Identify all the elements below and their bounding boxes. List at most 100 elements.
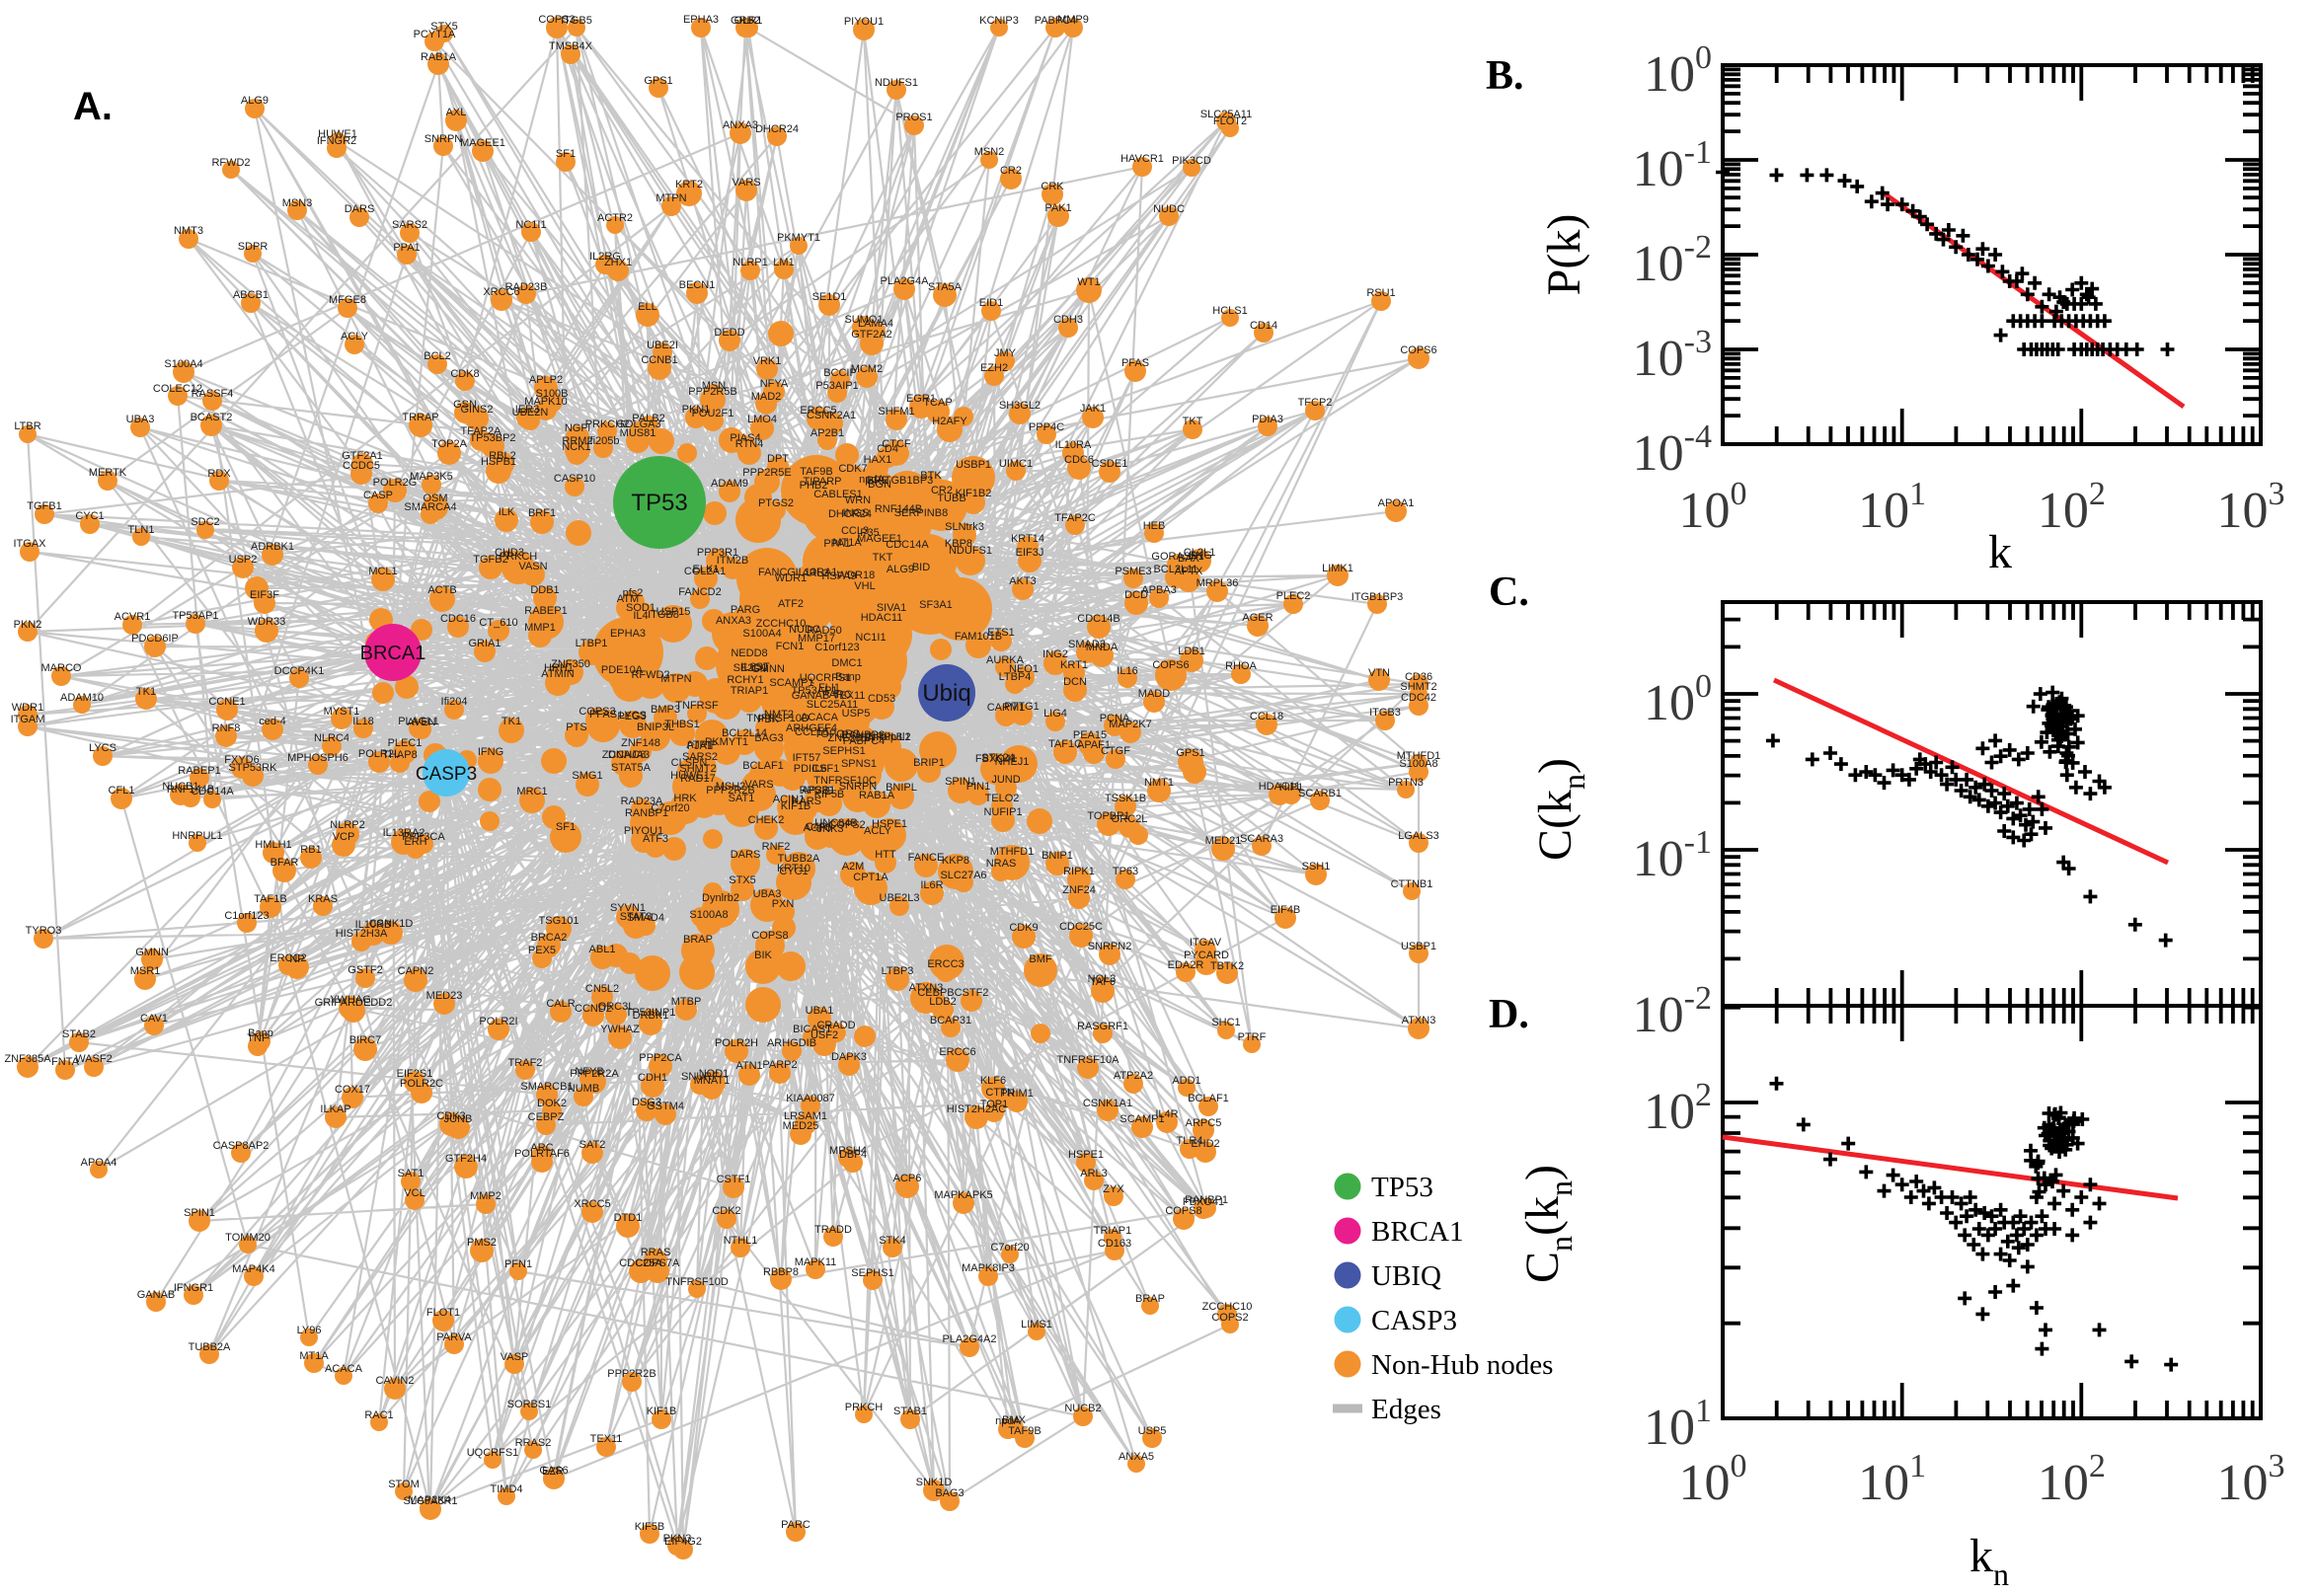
svg-text:NTHL1: NTHL1 [724, 1235, 758, 1247]
svg-text:CABLES1: CABLES1 [813, 489, 863, 500]
svg-text:ADD1: ADD1 [1172, 1075, 1200, 1087]
svg-text:SPIN1: SPIN1 [945, 776, 976, 788]
svg-text:TFCP2: TFCP2 [1298, 397, 1333, 409]
svg-text:LTBR: LTBR [14, 420, 40, 432]
svg-text:NUFIP1: NUFIP1 [983, 806, 1022, 818]
svg-text:ERCC2: ERCC2 [270, 952, 306, 964]
svg-text:FBXO41: FBXO41 [975, 753, 1017, 765]
svg-text:ITGB1BP3: ITGB1BP3 [882, 475, 934, 487]
svg-text:SCARB1: SCARB1 [1298, 788, 1342, 799]
svg-text:TNFRSF: TNFRSF [675, 700, 719, 712]
svg-text:CCL3: CCL3 [841, 525, 869, 537]
svg-text:HDAC11: HDAC11 [861, 612, 903, 624]
svg-text:UNC84B: UNC84B [814, 817, 857, 829]
svg-text:PRKCH: PRKCH [845, 1402, 884, 1413]
svg-text:IER3: IER3 [515, 404, 539, 416]
svg-text:ACIN1: ACIN1 [773, 794, 805, 805]
svg-text:PRIM1: PRIM1 [1000, 1088, 1034, 1100]
svg-text:GTF2H4: GTF2H4 [445, 1153, 487, 1165]
svg-text:RAD23B: RAD23B [505, 281, 548, 293]
svg-text:HCLS1: HCLS1 [1212, 305, 1247, 317]
svg-text:SLC27A6: SLC27A6 [940, 870, 986, 881]
svg-text:ZNF385A: ZNF385A [827, 732, 875, 744]
svg-text:POLR2L: POLR2L [358, 748, 400, 760]
svg-text:STA5A: STA5A [928, 281, 963, 293]
svg-text:ALG9: ALG9 [241, 95, 269, 107]
svg-text:LDB1: LDB1 [1178, 646, 1205, 657]
svg-text:TP53: TP53 [1371, 1172, 1433, 1203]
svg-text:MNAT1: MNAT1 [694, 1075, 730, 1087]
svg-text:SMAD3: SMAD3 [1068, 639, 1106, 650]
svg-text:ARPC5: ARPC5 [1186, 1117, 1222, 1129]
svg-text:TLN1: TLN1 [128, 524, 155, 536]
svg-text:CSNK2A1: CSNK2A1 [807, 410, 856, 421]
svg-text:PROS1: PROS1 [895, 112, 932, 123]
svg-text:SLC9A3R1: SLC9A3R1 [403, 1495, 457, 1507]
svg-text:ATRIP: ATRIP [686, 739, 718, 751]
svg-text:CEBPB: CEBPB [917, 987, 954, 999]
svg-text:PPP4C: PPP4C [1029, 421, 1064, 433]
svg-text:BNIPL: BNIPL [886, 782, 917, 794]
svg-text:INGS: INGS [843, 507, 870, 519]
svg-text:CCNB1: CCNB1 [641, 354, 677, 366]
svg-text:DEDD: DEDD [714, 327, 744, 339]
svg-text:ATP2A2: ATP2A2 [1114, 1070, 1153, 1082]
svg-text:GSTF2: GSTF2 [347, 964, 382, 976]
svg-text:UBA1: UBA1 [806, 1005, 834, 1017]
svg-text:DHCR24: DHCR24 [755, 123, 799, 135]
svg-text:10-1: 10-1 [1633, 824, 1712, 887]
svg-text:CPT1A: CPT1A [853, 872, 888, 883]
svg-text:VHL: VHL [854, 580, 875, 592]
svg-text:PARG: PARG [731, 604, 760, 616]
svg-text:CDC14A: CDC14A [191, 786, 234, 798]
svg-text:IL13RA1: IL13RA1 [796, 567, 838, 578]
svg-text:ATF3: ATF3 [643, 833, 668, 845]
svg-text:ITM2B: ITM2B [717, 555, 748, 567]
svg-text:VTN: VTN [1368, 667, 1390, 679]
svg-text:S100A4: S100A4 [164, 358, 202, 370]
svg-text:PLA2G4A2: PLA2G4A2 [942, 1333, 996, 1345]
svg-text:ERCC5: ERCC5 [800, 405, 836, 417]
svg-text:C1orf123: C1orf123 [814, 642, 859, 653]
svg-text:JAK1: JAK1 [1080, 403, 1106, 415]
svg-text:TKT: TKT [873, 552, 893, 564]
svg-text:ARHGEF4: ARHGEF4 [786, 722, 837, 734]
svg-text:PIYOU1: PIYOU1 [624, 825, 663, 837]
svg-text:BRAP: BRAP [1135, 1293, 1165, 1305]
svg-text:CD14: CD14 [1250, 320, 1277, 332]
svg-text:HRK: HRK [673, 793, 697, 804]
svg-text:ZNF24: ZNF24 [1062, 884, 1096, 896]
svg-text:PTRF: PTRF [1238, 1031, 1267, 1043]
svg-text:CASP3: CASP3 [1371, 1305, 1457, 1336]
svg-text:NLRP2: NLRP2 [330, 819, 364, 831]
svg-text:Non-Hub nodes: Non-Hub nodes [1371, 1349, 1553, 1381]
svg-text:PRKCH2: PRKCH2 [585, 418, 630, 430]
svg-text:HSPA9: HSPA9 [821, 570, 856, 582]
svg-text:EIF4G2: EIF4G2 [664, 1536, 702, 1548]
svg-text:SERPINB8: SERPINB8 [894, 507, 948, 519]
svg-text:PALB2: PALB2 [632, 413, 664, 424]
svg-text:MNDA: MNDA [1086, 642, 1119, 653]
svg-text:CHEK2: CHEK2 [748, 814, 785, 826]
svg-text:HUWE1: HUWE1 [318, 128, 357, 140]
svg-text:IL4: IL4 [633, 610, 648, 622]
svg-text:CSNK1D: CSNK1D [369, 918, 414, 930]
svg-text:RRAS2: RRAS2 [515, 1437, 552, 1449]
svg-text:GTF2A2: GTF2A2 [851, 329, 892, 341]
svg-text:ADAM9: ADAM9 [711, 478, 748, 490]
svg-text:SLC25A11: SLC25A11 [1200, 109, 1252, 120]
svg-text:CCNE1: CCNE1 [208, 696, 245, 708]
svg-text:XRCC6: XRCC6 [483, 286, 519, 298]
svg-text:RBBP8: RBBP8 [763, 1266, 799, 1278]
svg-text:SCAMP1: SCAMP1 [769, 677, 813, 689]
svg-text:DCN: DCN [1063, 676, 1087, 688]
svg-text:ACACA: ACACA [801, 712, 839, 723]
svg-text:HAX1: HAX1 [864, 454, 892, 466]
svg-text:RASSF4: RASSF4 [192, 388, 234, 400]
svg-text:ORC2L: ORC2L [1112, 813, 1148, 825]
svg-text:S100A8: S100A8 [1399, 758, 1437, 770]
svg-text:NUDC: NUDC [1153, 203, 1185, 215]
svg-text:CDC16: CDC16 [440, 613, 476, 625]
svg-text:C1orf123: C1orf123 [224, 910, 269, 922]
svg-text:PDIA3: PDIA3 [1252, 414, 1283, 425]
